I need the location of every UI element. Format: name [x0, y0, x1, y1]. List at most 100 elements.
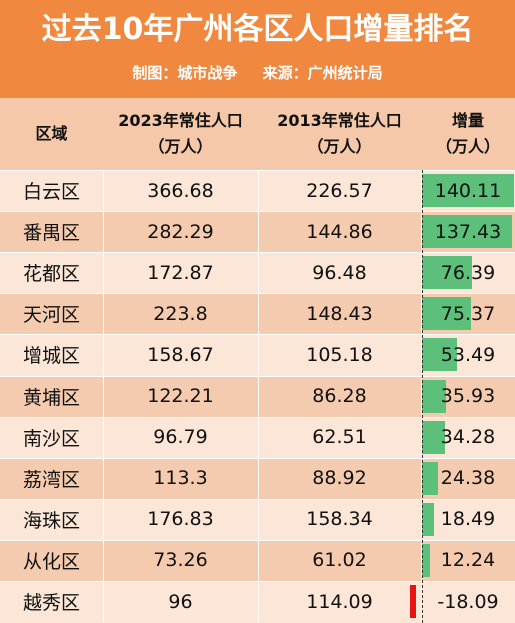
column-divider	[103, 581, 104, 623]
row-divider	[0, 252, 515, 254]
increase-value: 34.28	[440, 426, 496, 449]
cell-pop2013: 148.43	[306, 302, 373, 325]
cell-pop2013: 96.48	[312, 261, 367, 284]
increase-bar-cell: 35.93	[421, 376, 515, 417]
header-pop2013: 2013年常住人口 （万人）	[258, 98, 421, 170]
increase-bar	[422, 543, 431, 577]
table-row: 荔湾区 113.3 88.92 24.38	[0, 457, 515, 499]
column-divider	[258, 498, 259, 540]
increase-value: 18.49	[440, 508, 496, 531]
column-divider	[421, 252, 422, 294]
increase-bar-cell: -18.09	[410, 581, 515, 622]
increase-bar	[410, 585, 416, 619]
column-divider	[421, 416, 422, 458]
increase-bar	[422, 502, 435, 536]
column-divider	[258, 375, 259, 417]
cell-pop2013: 114.09	[306, 590, 373, 613]
table-row: 从化区 73.26 61.02 12.24	[0, 539, 515, 581]
cell-pop2013: 88.92	[312, 467, 367, 490]
increase-value: 76.39	[440, 261, 496, 284]
row-divider	[0, 211, 515, 213]
zero-axis-line	[422, 170, 423, 623]
row-divider	[0, 334, 515, 336]
table-header-row: 区域 2023年常住人口 （万人） 2013年常住人口 （万人） 增量 （万人）	[0, 98, 515, 170]
increase-value: 140.11	[434, 179, 502, 202]
column-divider	[421, 293, 422, 335]
increase-bar	[422, 256, 473, 290]
column-divider	[103, 498, 104, 540]
cell-pop2023: 96.79	[153, 426, 208, 449]
increase-bar	[422, 297, 472, 331]
increase-bar-cell: 137.43	[421, 211, 515, 252]
increase-bar-cell: 75.37	[421, 293, 515, 334]
column-divider	[258, 457, 259, 499]
column-divider	[258, 539, 259, 581]
cell-district: 从化区	[22, 550, 80, 573]
cell-district: 天河区	[22, 304, 80, 327]
cell-pop2023: 176.83	[147, 508, 214, 531]
cell-district: 越秀区	[22, 592, 80, 615]
column-divider	[103, 170, 104, 212]
table-row: 白云区 366.68 226.57 140.11	[0, 170, 515, 212]
table-row: 海珠区 176.83 158.34 18.49	[0, 498, 515, 540]
cell-district: 南沙区	[22, 427, 80, 450]
increase-value: -18.09	[437, 590, 499, 613]
header-pop2023-line2: （万人）	[148, 137, 213, 156]
header-district: 区域	[0, 98, 103, 170]
cell-pop2013: 158.34	[306, 508, 373, 531]
cell-pop2023: 122.21	[147, 385, 214, 408]
row-divider	[0, 539, 515, 541]
column-divider	[258, 416, 259, 458]
row-divider	[0, 498, 515, 500]
cell-pop2013: 61.02	[312, 549, 367, 572]
increase-bar	[422, 379, 446, 413]
row-divider	[0, 375, 515, 377]
header-pop2013-line1: 2013年常住人口	[277, 111, 402, 130]
title-banner: 过去10年广州各区人口增量排名 制图：城市战争 来源：广州统计局	[0, 0, 515, 98]
header-increase-line1: 增量	[451, 111, 484, 130]
cell-district: 荔湾区	[22, 468, 80, 491]
cell-pop2023: 113.3	[153, 467, 208, 490]
cell-pop2013: 86.28	[312, 385, 367, 408]
increase-bar	[422, 174, 514, 208]
increase-value: 35.93	[440, 385, 496, 408]
header-pop2023: 2023年常住人口 （万人）	[103, 98, 258, 170]
cell-district: 黄埔区	[22, 386, 80, 409]
row-divider	[0, 293, 515, 295]
increase-bar	[422, 420, 445, 454]
column-divider	[103, 334, 104, 376]
column-divider	[421, 539, 422, 581]
increase-bar-cell: 24.38	[421, 458, 515, 499]
table-row: 番禺区 282.29 144.86 137.43	[0, 211, 515, 253]
cell-pop2023: 158.67	[147, 343, 214, 366]
header-increase-line2: （万人）	[435, 137, 500, 156]
table-row: 越秀区 96 114.09 -18.09	[0, 581, 515, 623]
cell-district: 海珠区	[22, 509, 80, 532]
column-divider	[421, 211, 422, 253]
table-row: 黄埔区 122.21 86.28 35.93	[0, 375, 515, 417]
cell-pop2023: 282.29	[147, 220, 214, 243]
column-divider	[421, 334, 422, 376]
table-row: 南沙区 96.79 62.51 34.28	[0, 416, 515, 458]
column-divider	[258, 170, 259, 212]
increase-bar	[422, 215, 513, 249]
table-row: 花都区 172.87 96.48 76.39	[0, 252, 515, 294]
increase-bar-cell: 140.11	[421, 170, 515, 211]
column-divider	[103, 416, 104, 458]
header-pop2023-line1: 2023年常住人口	[118, 111, 243, 130]
cell-pop2023: 96	[168, 590, 193, 613]
column-divider	[258, 581, 259, 623]
column-divider	[103, 252, 104, 294]
column-divider	[421, 498, 422, 540]
column-divider	[258, 252, 259, 294]
cell-pop2013: 144.86	[306, 220, 373, 243]
column-divider	[258, 334, 259, 376]
increase-value: 12.24	[440, 549, 496, 572]
increase-value: 137.43	[434, 220, 502, 243]
cell-pop2013: 105.18	[306, 343, 373, 366]
column-divider	[258, 211, 259, 253]
column-divider	[103, 211, 104, 253]
population-table: 区域 2023年常住人口 （万人） 2013年常住人口 （万人） 增量 （万人）…	[0, 98, 515, 623]
increase-bar-cell: 12.24	[421, 540, 515, 581]
chart-title: 过去10年广州各区人口增量排名	[41, 12, 474, 47]
